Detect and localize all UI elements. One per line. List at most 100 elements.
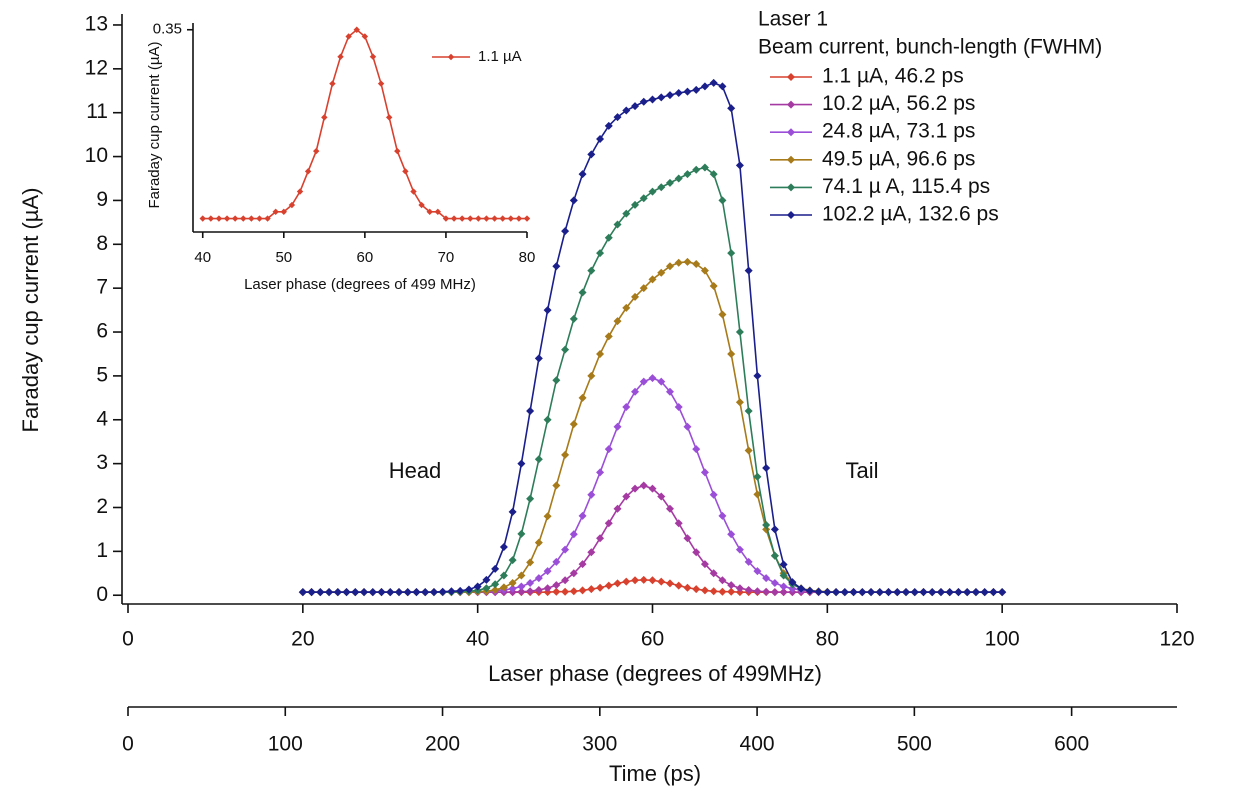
data-point — [648, 275, 657, 284]
data-point — [482, 584, 491, 593]
data-point — [683, 170, 692, 179]
time-tick-label: 0 — [122, 733, 134, 756]
data-point — [508, 584, 517, 593]
data-point — [256, 215, 263, 222]
data-point — [762, 574, 771, 583]
data-point — [683, 422, 692, 431]
data-point — [596, 249, 605, 258]
data-point — [648, 576, 657, 585]
legend-marker — [787, 128, 795, 137]
time-tick-label: 100 — [268, 733, 303, 756]
data-point — [718, 511, 727, 520]
data-point — [223, 215, 231, 222]
data-point — [385, 114, 393, 121]
data-point — [744, 585, 753, 594]
data-point — [674, 88, 683, 97]
data-point — [936, 588, 945, 597]
data-point — [458, 215, 466, 222]
data-point — [561, 345, 570, 354]
data-point — [674, 519, 683, 528]
data-point — [639, 575, 648, 584]
data-point — [665, 262, 674, 271]
data-point — [578, 511, 587, 520]
data-point — [552, 262, 561, 271]
data-point — [534, 354, 543, 363]
data-point — [543, 567, 552, 576]
time-axis-title: Time (ps) — [609, 761, 701, 786]
data-point — [718, 576, 727, 585]
data-point — [473, 582, 482, 591]
data-point — [700, 468, 709, 477]
data-point — [735, 545, 744, 554]
data-point — [578, 170, 587, 179]
data-point — [648, 95, 657, 104]
data-point — [692, 548, 701, 557]
x-tick-label: 60 — [357, 249, 374, 266]
data-point — [744, 557, 753, 566]
data-point — [386, 588, 395, 597]
data-point — [418, 201, 425, 209]
data-point — [526, 558, 535, 567]
data-point — [316, 588, 325, 597]
data-point — [971, 588, 980, 597]
x-axis-title: Laser phase (degrees of 499 MHz) — [244, 276, 476, 293]
data-point — [402, 168, 409, 175]
data-point — [753, 567, 762, 576]
data-point — [727, 581, 736, 590]
data-point — [561, 545, 570, 554]
data-point — [552, 587, 561, 596]
data-point — [692, 165, 701, 174]
data-point — [499, 583, 508, 592]
data-point — [412, 588, 421, 597]
data-point — [543, 306, 552, 315]
data-point — [499, 542, 508, 551]
data-point — [483, 215, 490, 222]
y-tick-label: 0 — [96, 583, 108, 606]
data-point — [692, 445, 701, 454]
data-point — [552, 481, 561, 490]
data-point — [735, 398, 744, 407]
data-point — [849, 588, 858, 597]
data-point — [368, 588, 377, 597]
data-point — [709, 170, 718, 179]
data-point — [240, 215, 247, 222]
y-tick-label: 8 — [96, 232, 108, 255]
x-tick-label: 0 — [122, 628, 134, 651]
data-point — [296, 188, 304, 195]
data-point — [823, 588, 832, 597]
data-point — [700, 163, 709, 172]
data-point — [998, 588, 1007, 597]
data-point — [353, 26, 360, 33]
data-point — [369, 53, 377, 60]
data-point — [517, 582, 526, 591]
legend-label: 102.2 µA, 132.6 ps — [822, 203, 999, 226]
data-point — [989, 588, 998, 597]
data-point — [604, 445, 613, 454]
data-point — [280, 208, 287, 215]
data-point — [587, 490, 596, 499]
data-point — [858, 588, 867, 597]
data-point — [779, 582, 788, 591]
data-point — [329, 80, 336, 87]
data-point — [482, 575, 491, 584]
data-point — [631, 292, 640, 301]
data-point — [304, 168, 312, 175]
data-point — [709, 281, 718, 290]
y-tick-label: 5 — [96, 363, 108, 386]
data-point — [639, 97, 648, 106]
legend-title: Laser 1 — [758, 8, 828, 31]
data-point — [910, 588, 919, 597]
data-point — [526, 587, 535, 596]
data-point — [403, 588, 412, 597]
data-point — [779, 588, 788, 597]
data-point — [321, 114, 328, 121]
data-point — [700, 82, 709, 91]
data-point — [394, 147, 401, 155]
data-point — [665, 579, 674, 588]
data-point — [700, 266, 709, 275]
data-point — [753, 587, 762, 596]
data-point — [464, 585, 473, 594]
